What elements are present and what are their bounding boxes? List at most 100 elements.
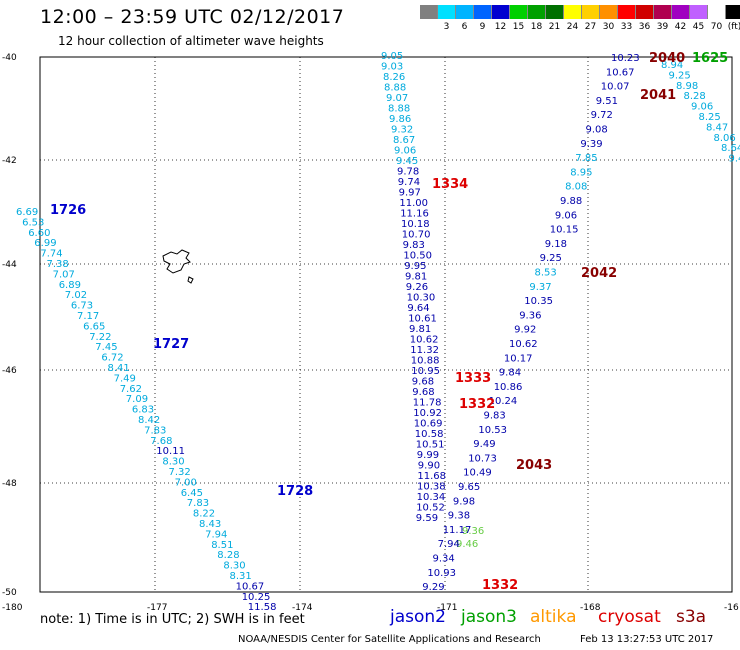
wave-height-value: 10.17 (504, 353, 533, 364)
wave-height-value: 10.86 (494, 382, 523, 393)
wave-height-value: 8.42 (138, 415, 160, 426)
lat-label: -40 (2, 53, 17, 63)
wave-height-value: 9.72 (591, 110, 613, 121)
timestamp: Feb 13 13:27:53 UTC 2017 (580, 634, 714, 645)
wave-height-value: 9.83 (484, 411, 506, 422)
wave-height-value: 10.24 (489, 396, 518, 407)
legend-swatch (600, 5, 618, 19)
wave-height-value: 9.06 (394, 146, 416, 157)
wave-height-value: 8.47 (706, 122, 728, 133)
satellite-altika: altika (530, 607, 577, 627)
legend-swatch (672, 5, 690, 19)
wave-height-value: 9.49 (473, 439, 495, 450)
legend-tick-label: 70 (710, 22, 723, 32)
wave-height-value: 9.18 (545, 239, 567, 250)
pass-time-label: 1728 (277, 484, 313, 499)
wave-height-value: 10.23 (611, 53, 640, 64)
wave-height-value: 7.62 (120, 384, 142, 395)
wave-height-value: 9.39 (580, 139, 602, 150)
wave-height-value: 8.88 (388, 104, 410, 115)
wave-height-value: 9.06 (691, 102, 713, 113)
wave-height-value: 7.00 (175, 477, 197, 488)
legend-tick-label: 39 (656, 22, 669, 32)
wave-height-value: 10.18 (401, 219, 430, 230)
wave-height-value: 8.88 (384, 83, 406, 94)
pass-time-label: 1334 (432, 177, 468, 192)
wave-height-value: 9.99 (417, 450, 439, 461)
wave-height-value: 10.95 (411, 366, 440, 377)
pass-time-label: 1333 (455, 371, 491, 386)
legend-tick-label: 21 (548, 22, 561, 32)
wave-height-value: 7.94 (438, 539, 460, 550)
wave-height-value: 9.4 (729, 154, 740, 165)
wave-height-value: 8.95 (570, 167, 592, 178)
lon-label: -16 (724, 603, 739, 613)
wave-height-value: 9.84 (499, 368, 521, 379)
legend-swatch (618, 5, 636, 19)
legend-tick-label: 6 (461, 22, 468, 32)
pass-time-label: 2043 (516, 458, 552, 473)
wave-height-value: 8.51 (211, 540, 233, 551)
wave-height-value: 9.88 (560, 196, 582, 207)
lat-label: -50 (2, 588, 17, 598)
lon-label: -177 (147, 603, 167, 613)
wave-height-value: 9.45 (396, 156, 418, 167)
wave-height-value: 10.50 (403, 251, 432, 262)
page-subtitle: 12 hour collection of altimeter wave hei… (58, 34, 324, 48)
wave-height-value: 10.67 (236, 581, 265, 592)
wave-height-value: 9.97 (399, 188, 421, 199)
wave-height-value: 7.74 (40, 249, 62, 260)
wave-height-value: 7.85 (575, 153, 597, 164)
wave-height-value: 11.16 (400, 209, 429, 220)
wave-height-value: 7.22 (89, 332, 111, 343)
wave-height-value: 6.99 (34, 238, 56, 249)
legend-swatch (510, 5, 528, 19)
lon-label: -168 (580, 603, 601, 613)
wave-height-value: 9.81 (409, 324, 431, 335)
wave-height-value: 11.32 (410, 345, 439, 356)
lat-label: -46 (2, 366, 17, 376)
wave-height-value: 10.52 (416, 503, 445, 514)
wave-height-value: 9.81 (405, 272, 427, 283)
legend-swatch (564, 5, 582, 19)
wave-height-value: 10.15 (550, 225, 579, 236)
wave-height-value: 10.88 (411, 356, 440, 367)
lon-label: -171 (437, 603, 457, 613)
wave-height-value: 8.41 (108, 363, 130, 374)
wave-height-value: 9.65 (458, 482, 480, 493)
satellite-s3a: s3a (676, 607, 707, 627)
legend-swatch (492, 5, 510, 19)
wave-height-value: 8.28 (684, 91, 706, 102)
legend-tick-label: 30 (602, 22, 615, 32)
wave-height-value: 7.38 (47, 259, 69, 270)
wave-height-value: 9.03 (381, 62, 403, 73)
wave-height-value: 9.68 (412, 377, 434, 388)
legend-tick-label: 18 (530, 22, 543, 32)
pass-time-label: 1726 (50, 203, 86, 218)
wave-height-value: 7.94 (205, 529, 227, 540)
wave-height-value: 7.83 (187, 498, 209, 509)
wave-height-value: 9.83 (403, 240, 425, 251)
wave-height-value: 7.68 (150, 436, 172, 447)
lat-label: -44 (2, 260, 17, 270)
lon-label: -174 (292, 603, 313, 613)
wave-height-value: 6.72 (101, 353, 123, 364)
wave-height-value: 10.11 (156, 446, 185, 457)
wave-height-value: 8.30 (162, 457, 184, 468)
credit-text: NOAA/NESDIS Center for Satellite Applica… (238, 634, 541, 645)
wave-height-value: 6.53 (22, 217, 44, 228)
wave-height-value: 8.67 (393, 135, 415, 146)
pass-time-label: 2040 (649, 51, 685, 66)
wave-height-value: 10.25 (242, 592, 271, 603)
wave-height-value: 9.90 (418, 461, 440, 472)
wave-height-value: 9.36 (519, 310, 541, 321)
wave-height-value: 8.22 (193, 509, 215, 520)
legend-tick-label: 24 (566, 22, 579, 32)
wave-height-value: 9.78 (397, 167, 419, 178)
legend-tick-label: 9 (479, 22, 486, 32)
wave-height-value: 10.70 (402, 230, 431, 241)
wave-height-value: 10.07 (601, 82, 630, 93)
legend-swatch (456, 5, 474, 19)
